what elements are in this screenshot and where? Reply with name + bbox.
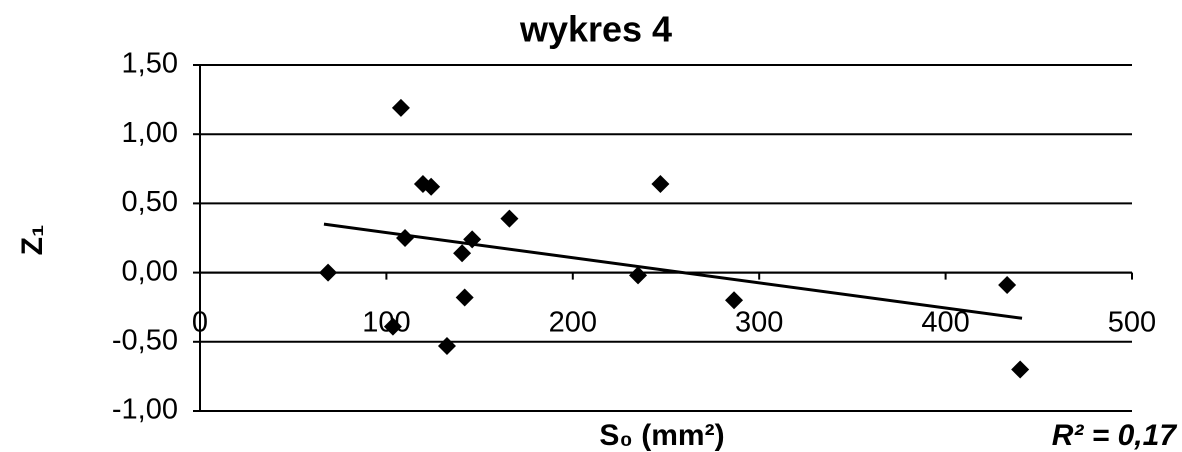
data-point <box>651 175 670 194</box>
y-tick-label: -0,50 <box>112 324 178 356</box>
data-point <box>391 98 410 117</box>
data-point <box>319 263 338 282</box>
data-point <box>396 229 415 247</box>
y-tick-label: -1,00 <box>112 394 178 426</box>
data-point <box>437 336 456 355</box>
x-tick-label: 0 <box>192 306 208 338</box>
data-point <box>629 266 648 285</box>
trendline <box>323 222 1023 320</box>
data-point <box>1011 360 1030 379</box>
y-tick-label: 1,00 <box>122 117 178 149</box>
x-axis-label: S₀ (mm²) <box>599 419 724 452</box>
data-point <box>453 244 472 263</box>
data-point <box>383 317 402 336</box>
x-tick-label: 200 <box>549 306 597 338</box>
x-tick-label: 100 <box>362 306 410 338</box>
data-point <box>998 276 1017 295</box>
x-tick-label: 300 <box>735 306 783 338</box>
chart-title: wykres 4 <box>519 9 672 50</box>
r-squared-annotation: R² = 0,17 <box>1052 419 1178 452</box>
data-point <box>422 177 441 196</box>
data-point <box>500 209 519 228</box>
y-tick-label: 1,50 <box>122 48 178 80</box>
data-point <box>725 291 744 310</box>
y-tick-label: 0,00 <box>122 255 178 287</box>
x-tick-label: 500 <box>1108 306 1156 338</box>
y-tick-label: 0,50 <box>122 186 178 218</box>
data-point <box>455 288 474 307</box>
y-axis-label: Z₁ <box>16 225 49 256</box>
